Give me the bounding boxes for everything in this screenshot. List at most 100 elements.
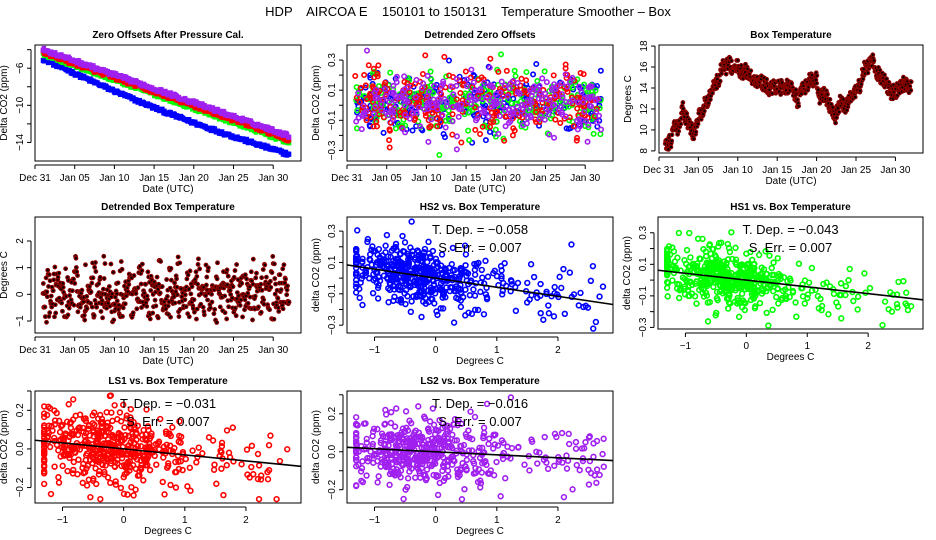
panel-title: Detrended Box Temperature <box>101 202 235 213</box>
data-point <box>353 118 360 125</box>
data-point <box>89 280 95 286</box>
data-point <box>482 257 489 265</box>
data-point <box>384 112 391 119</box>
data-point <box>255 495 263 503</box>
data-point <box>499 102 506 109</box>
data-point <box>401 102 408 109</box>
data-point <box>87 493 94 501</box>
data-point <box>708 255 716 262</box>
x-axis-label: Degrees C <box>456 356 504 367</box>
data-point <box>433 259 440 267</box>
data-point <box>702 253 710 260</box>
data-point <box>356 99 363 106</box>
data-point <box>44 319 49 325</box>
data-point <box>138 281 144 287</box>
data-point <box>429 296 436 303</box>
data-point <box>527 261 535 268</box>
data-point <box>207 305 213 311</box>
data-point <box>46 443 54 451</box>
data-point <box>252 293 258 299</box>
x-tick-label: Jan 10 <box>99 345 129 356</box>
data-point <box>374 94 381 101</box>
data-point <box>407 244 414 251</box>
data-point <box>486 97 493 104</box>
x-tick-label: Dec 31 <box>331 173 363 184</box>
data-point <box>893 300 901 308</box>
data-point <box>42 304 48 310</box>
data-point <box>471 87 478 94</box>
data-point <box>814 73 820 78</box>
data-point <box>386 137 393 144</box>
data-point <box>160 454 167 461</box>
data-point <box>352 276 360 284</box>
y-axis-label: Degrees C <box>623 75 634 123</box>
data-point <box>592 97 599 104</box>
x-axis-label: Degrees C <box>767 352 815 363</box>
data-point <box>88 289 94 295</box>
data-point <box>66 305 72 311</box>
data-point <box>577 289 584 297</box>
data-point <box>276 457 284 465</box>
data-point <box>453 75 460 82</box>
data-point <box>102 261 108 267</box>
data-point <box>825 92 830 97</box>
data-point <box>793 313 800 320</box>
data-point <box>446 72 453 79</box>
data-point <box>707 97 713 103</box>
data-point <box>510 77 517 84</box>
data-point <box>258 309 264 315</box>
data-point <box>103 409 110 416</box>
data-point <box>795 260 803 267</box>
data-point <box>422 300 430 307</box>
data-point <box>430 282 438 289</box>
data-point <box>147 316 153 322</box>
data-point <box>172 484 180 491</box>
data-point <box>427 68 434 75</box>
data-point <box>98 309 104 314</box>
data-point <box>443 103 450 110</box>
t-dep-annotation: T. Dep. = −0.043 <box>742 222 838 237</box>
data-point <box>100 286 106 292</box>
data-point <box>63 266 69 272</box>
data-point <box>418 313 425 321</box>
data-point <box>153 461 160 468</box>
data-point <box>493 98 500 105</box>
data-point <box>542 90 549 97</box>
data-point <box>477 85 484 92</box>
data-point <box>390 109 397 116</box>
data-point <box>562 71 569 78</box>
data-point <box>168 314 173 320</box>
data-point <box>264 476 272 483</box>
data-point <box>533 86 540 93</box>
data-point <box>738 63 744 68</box>
data-point <box>133 436 140 444</box>
data-point <box>60 308 65 314</box>
data-point <box>463 76 470 83</box>
data-point <box>55 474 62 481</box>
data-point <box>449 103 456 110</box>
x-tick-label: Jan 25 <box>841 165 871 176</box>
data-point <box>479 95 486 102</box>
data-point <box>524 97 531 104</box>
data-point <box>48 293 54 299</box>
data-point <box>477 105 484 112</box>
x-axis-label: Date (UTC) <box>142 184 193 195</box>
x-tick-label: Jan 20 <box>491 173 521 184</box>
data-point <box>465 127 472 134</box>
data-point <box>596 293 603 300</box>
data-point <box>260 267 266 272</box>
data-point <box>67 293 72 298</box>
data-point <box>881 298 889 305</box>
data-point <box>427 253 434 260</box>
data-point <box>47 490 55 498</box>
data-point <box>827 96 833 102</box>
data-point <box>541 116 548 123</box>
data-point <box>670 248 678 255</box>
data-point <box>389 116 396 123</box>
data-point <box>73 255 79 261</box>
data-point <box>738 290 746 297</box>
y-tick-label: 0.3 <box>638 225 649 239</box>
data-point <box>56 270 62 276</box>
data-point <box>195 262 201 267</box>
data-point <box>93 480 100 488</box>
